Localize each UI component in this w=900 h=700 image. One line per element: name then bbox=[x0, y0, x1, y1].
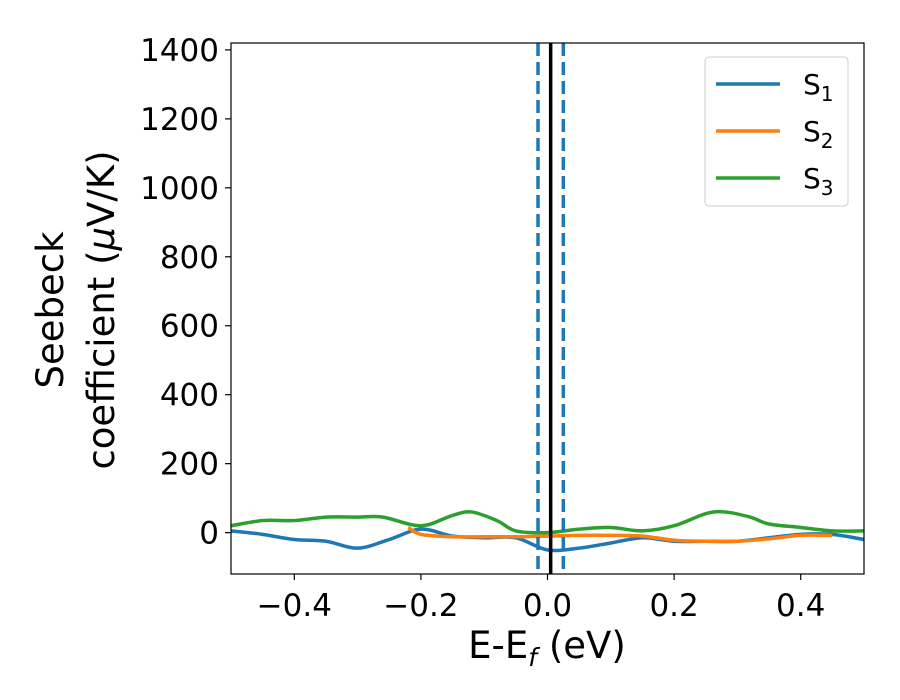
y-tick-label: 1000 bbox=[140, 171, 219, 207]
legend-label-s1: S1 bbox=[803, 68, 834, 106]
legend-label-s2: S2 bbox=[803, 115, 834, 153]
series-line-s3 bbox=[231, 509, 864, 535]
x-tick-label: −0.4 bbox=[257, 588, 332, 624]
y-tick-label: 1400 bbox=[140, 33, 219, 69]
x-tick-label: 0.0 bbox=[523, 588, 572, 624]
legend-label-s3: S3 bbox=[803, 162, 834, 200]
x-tick-label: 0.4 bbox=[776, 588, 825, 624]
x-axis-ticks: −0.4 −0.2 0.0 0.2 0.4 bbox=[257, 574, 825, 624]
y-axis-title-line2: coefficient (μV/K) bbox=[80, 150, 123, 469]
vertical-reference-lines bbox=[536, 43, 566, 574]
y-tick-label: 400 bbox=[160, 378, 219, 414]
legend: S1 S2 S3 bbox=[704, 56, 849, 207]
x-tick-label: −0.2 bbox=[383, 588, 458, 624]
y-tick-label: 800 bbox=[160, 240, 219, 276]
y-tick-label: 1200 bbox=[140, 102, 219, 138]
x-tick-label: 0.2 bbox=[649, 588, 698, 624]
y-tick-label: 200 bbox=[160, 447, 219, 483]
y-axis-title-line1: Seebeck bbox=[29, 231, 72, 389]
series-line-s2 bbox=[407, 525, 833, 544]
y-axis-title: Seebeck coefficient (μV/K) bbox=[29, 150, 123, 469]
plot-area bbox=[231, 509, 864, 553]
y-tick-label: 0 bbox=[199, 516, 219, 552]
y-tick-label: 600 bbox=[160, 309, 219, 345]
y-axis-ticks: 0 200 400 600 800 1000 1200 1400 bbox=[140, 33, 231, 552]
x-axis-title: E-Ef (eV) bbox=[468, 624, 626, 672]
